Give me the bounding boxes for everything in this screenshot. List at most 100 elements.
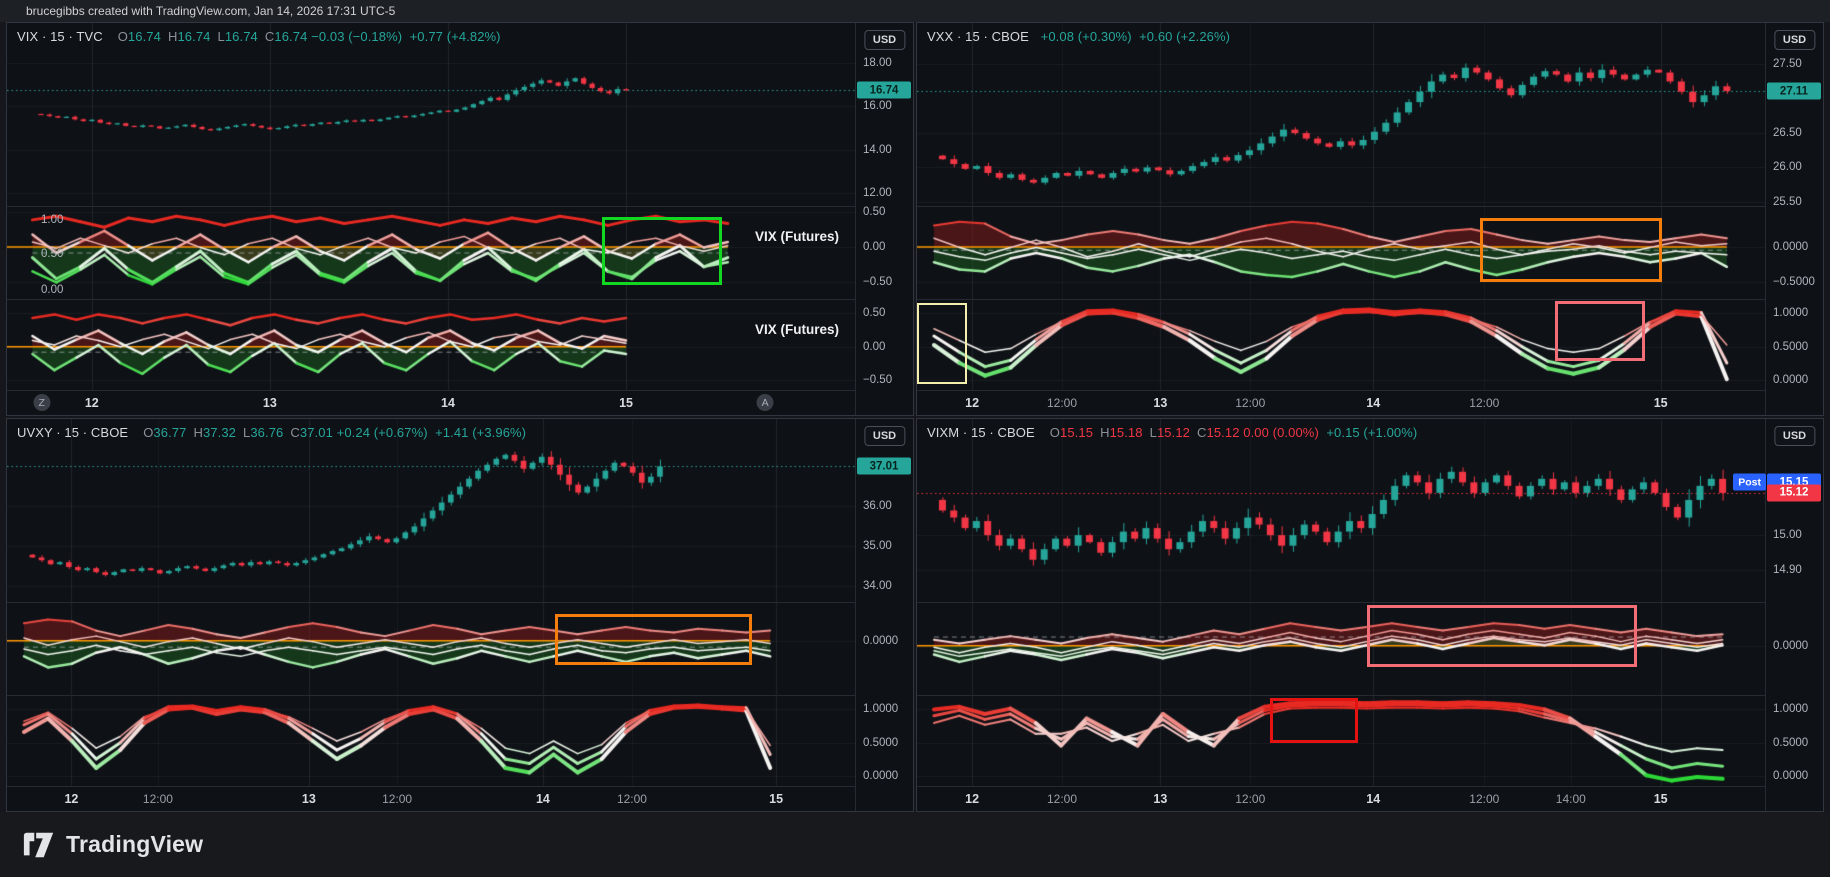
time-tick: 12:00 <box>1235 792 1266 806</box>
chart-panel-vix: VIX · 15 · TVC O16.74 H16.74 L16.74 C16.74 −… <box>6 22 914 416</box>
ohlc-value: 36.76 <box>250 425 284 440</box>
price-tick: −0.50 <box>863 275 893 288</box>
time-axis-vxx[interactable]: 12 12:00 13 12:00 14 12:00 15 <box>917 390 1765 415</box>
ohlc-key: O <box>143 425 154 440</box>
ohlc-value: 37.32 <box>202 425 236 440</box>
indicator-canvas-uvxy-2[interactable] <box>7 696 855 786</box>
time-tick: 13 <box>1153 792 1168 806</box>
price-scale-vix[interactable]: USD 18.00 16.00 14.00 12.00 16.74 0.50 0.00 −0.5… <box>856 23 913 415</box>
indicator-canvas-vix-1[interactable] <box>7 207 855 299</box>
axis-mode-badge-z[interactable]: Z <box>33 394 51 411</box>
price-pane-vxx: VXX · 15 · CBOE +0.08 (+0.30%) +0.60 (+2… <box>917 23 1765 206</box>
price-pane-vixm: VIXM · 15 · CBOE O15.15 H15.18 L15.12 C15.12… <box>917 419 1765 602</box>
ohlc-value: 15.15 <box>1060 425 1094 440</box>
price-tick: 0.00 <box>863 241 886 254</box>
price-tick: 36.00 <box>863 500 892 513</box>
price-badge: 16.74 <box>857 81 911 99</box>
ohlc-key: O <box>1049 425 1061 440</box>
currency-button[interactable]: USD <box>1773 426 1816 446</box>
annotation-box[interactable] <box>602 217 722 285</box>
price-scale-vixm[interactable]: USD 15.00 14.90 15.15 Post 15.12 0.0000 1.0000 0… <box>1733 419 1823 811</box>
tradingview-logo-icon[interactable] <box>22 831 56 859</box>
symbol-header-uvxy[interactable]: UVXY · 15 · CBOE O36.77 H37.32 L36.76 C37.01… <box>17 425 526 440</box>
axis-mode-badge-a[interactable]: A <box>756 394 774 411</box>
left-scale-tick: 1.00 <box>41 213 64 226</box>
annotation-box[interactable] <box>1269 697 1358 743</box>
symbol-header-vxx[interactable]: VXX · 15 · CBOE +0.08 (+0.30%) +0.60 (+2… <box>927 29 1230 44</box>
time-axis-vix[interactable]: 12 13 14 15 Z A <box>7 390 855 415</box>
time-tick: 12:00 <box>1469 792 1500 806</box>
price-canvas-vixm[interactable] <box>917 419 1765 602</box>
currency-button[interactable]: USD <box>863 30 906 50</box>
price-canvas-vxx[interactable] <box>917 23 1765 206</box>
plot-area-uvxy: UVXY · 15 · CBOE O36.77 H37.32 L36.76 C37.01… <box>7 419 856 811</box>
price-tick: 16.00 <box>863 100 892 113</box>
price-badge: 27.11 <box>1767 82 1821 100</box>
price-canvas-vix[interactable] <box>7 23 855 206</box>
ohlc-key: H <box>167 29 178 44</box>
time-axis-vixm[interactable]: 12 12:00 13 12:00 14 12:00 14:00 15 <box>917 786 1765 811</box>
price-badge: 37.01 <box>857 457 911 475</box>
price-tick: 1.0000 <box>1773 702 1809 715</box>
post-market-label: Post <box>1733 473 1766 491</box>
time-axis-uvxy[interactable]: 12 12:00 13 12:00 14 12:00 15 <box>7 786 855 811</box>
price-scale-vxx[interactable]: USD 27.50 26.50 26.00 25.50 27.11 0.0000 −0.500… <box>1766 23 1823 415</box>
price-tick: 26.00 <box>1773 161 1802 174</box>
annotation-box[interactable] <box>1367 605 1637 668</box>
ohlc-value: 16.74 <box>177 29 211 44</box>
indicator-canvas-vxx-1[interactable] <box>917 207 1765 299</box>
ohlc-key: L <box>217 29 225 44</box>
annotation-box[interactable] <box>917 302 968 384</box>
ohlc-value: 37.01 <box>299 425 333 440</box>
footer: TradingView <box>0 812 1830 877</box>
change-percent: +0.60 (+2.26%) <box>1131 29 1231 44</box>
ohlc-value: 36.77 <box>153 425 187 440</box>
time-tick: 12 <box>84 396 99 410</box>
price-tick: 14.90 <box>1773 564 1802 577</box>
ohlc-key: C <box>1197 425 1207 440</box>
price-canvas-uvxy[interactable] <box>7 419 855 602</box>
chart-panel-vixm: VIXM · 15 · CBOE O15.15 H15.18 L15.12 C15.12… <box>916 418 1824 812</box>
currency-button[interactable]: USD <box>1773 30 1816 50</box>
annotation-box[interactable] <box>554 614 752 665</box>
time-tick: 12:00 <box>1469 396 1500 410</box>
indicator-label: VIX (Futures) <box>754 321 839 337</box>
indicator-canvas-vixm-1[interactable] <box>917 603 1765 695</box>
ohlc-key: C <box>264 29 275 44</box>
time-tick: 14 <box>441 396 455 410</box>
tradingview-wordmark[interactable]: TradingView <box>66 831 204 857</box>
price-badge: 15.12 <box>1767 484 1821 502</box>
symbol-title: VIX · 15 · TVC <box>17 29 103 44</box>
symbol-header-vix[interactable]: VIX · 15 · TVC O16.74 H16.74 L16.74 C16.74 −… <box>17 29 501 44</box>
time-tick: 12 <box>64 792 79 806</box>
chart-grid: VIX · 15 · TVC O16.74 H16.74 L16.74 C16.74 −… <box>0 22 1830 812</box>
indicator-canvas-vxx-2[interactable] <box>917 300 1765 390</box>
price-tick: 0.0000 <box>863 634 899 647</box>
chart-panel-uvxy: UVXY · 15 · CBOE O36.77 H37.32 L36.76 C37.01… <box>6 418 914 812</box>
price-tick: 0.0000 <box>863 770 899 783</box>
indicator-pane-vxx-2 <box>917 299 1765 390</box>
time-tick: 14 <box>1366 396 1381 410</box>
price-tick: 25.50 <box>1773 195 1802 208</box>
ohlc-key: L <box>1149 425 1157 440</box>
annotation-box[interactable] <box>1480 218 1662 282</box>
attribution-bar: brucegibbs created with TradingView.com,… <box>0 0 1830 22</box>
time-tick: 15 <box>619 396 633 410</box>
indicator-canvas-uvxy-1[interactable] <box>7 603 855 695</box>
price-tick: 26.50 <box>1773 127 1802 140</box>
price-tick: 1.0000 <box>863 702 899 715</box>
change-value: −0.03 (−0.18%) <box>307 29 403 44</box>
price-scale-uvxy[interactable]: USD 36.00 35.00 34.00 37.01 0.0000 1.0000 0.500… <box>856 419 913 811</box>
time-tick: 12:00 <box>616 792 647 806</box>
currency-button[interactable]: USD <box>863 426 906 446</box>
ohlc-value: 16.74 <box>274 29 308 44</box>
time-tick: 14:00 <box>1555 792 1586 806</box>
indicator-canvas-vix-2[interactable] <box>7 300 855 390</box>
annotation-box[interactable] <box>1554 300 1645 361</box>
time-tick: 15 <box>1653 792 1668 806</box>
change-percent: +1.41 (+3.96%) <box>427 425 527 440</box>
symbol-header-vixm[interactable]: VIXM · 15 · CBOE O15.15 H15.18 L15.12 C15.12… <box>927 425 1417 440</box>
change-percent: +0.15 (+1.00%) <box>1318 425 1418 440</box>
price-tick: 0.0000 <box>1773 770 1809 783</box>
time-tick: 12:00 <box>1235 396 1266 410</box>
